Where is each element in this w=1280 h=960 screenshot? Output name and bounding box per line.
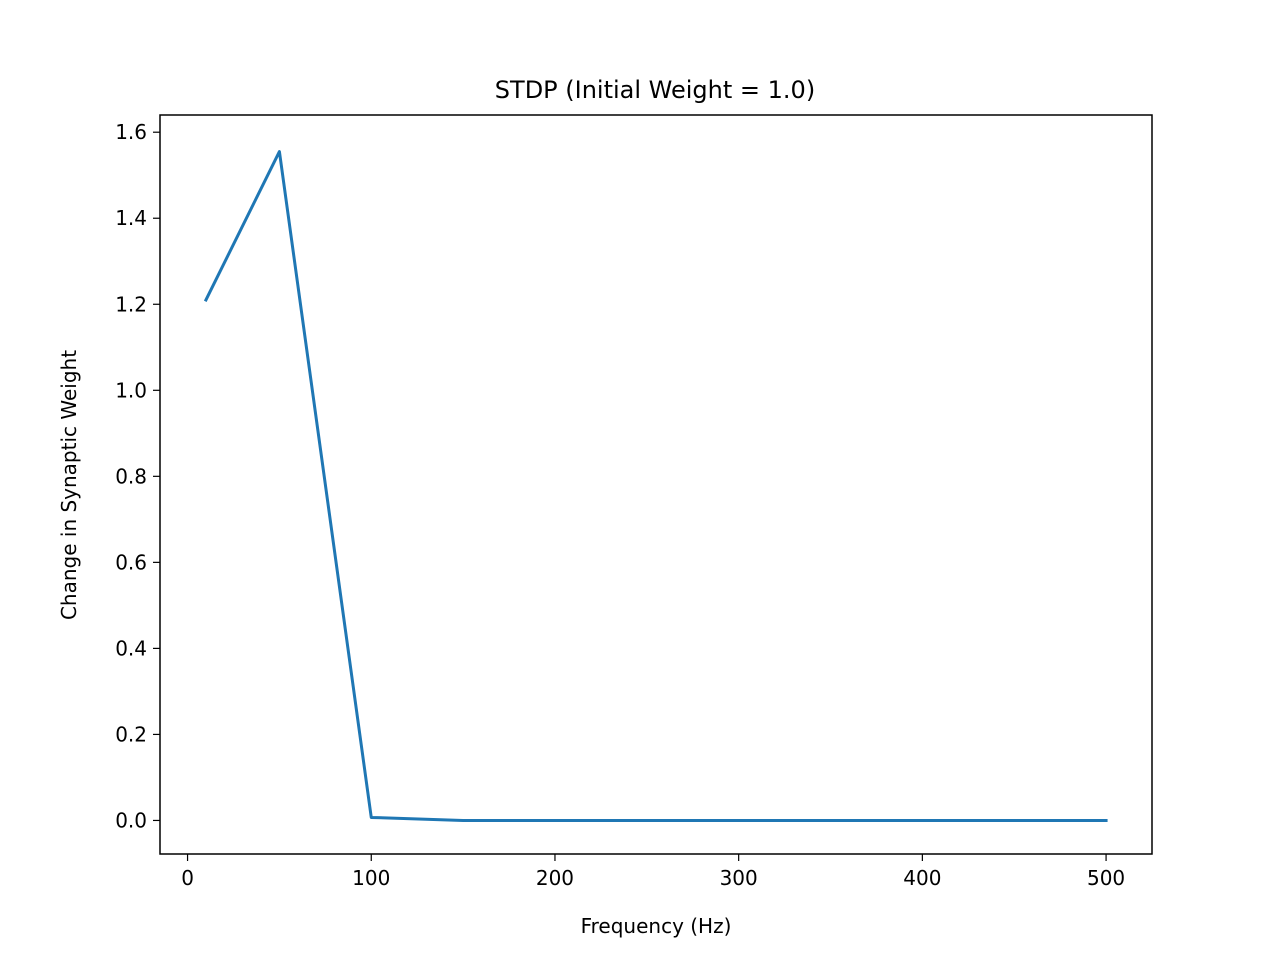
y-tick-label: 0.6 <box>115 550 147 574</box>
x-tick-label: 0 <box>181 866 194 890</box>
y-tick-label: 1.2 <box>115 292 147 316</box>
plot-area <box>159 114 1153 855</box>
x-tick-label: 500 <box>1087 866 1125 890</box>
x-axis-label: Frequency (Hz) <box>581 914 732 938</box>
y-tick-label: 0.4 <box>115 636 147 660</box>
x-tick-label: 400 <box>903 866 941 890</box>
y-tick-label: 0.2 <box>115 722 147 746</box>
y-tick-label: 0.0 <box>115 808 147 832</box>
axes-frame <box>159 114 1153 855</box>
y-tick-label: 0.8 <box>115 464 147 488</box>
x-axis: 0 100 200 300 400 500 <box>181 854 1125 890</box>
x-tick-label: 100 <box>352 866 390 890</box>
y-tick-label: 1.4 <box>115 206 147 230</box>
chart-title: STDP (Initial Weight = 1.0) <box>495 76 815 104</box>
y-tick-label: 1.0 <box>115 378 147 402</box>
y-axis: 0.0 0.2 0.4 0.6 0.8 1.0 1.2 1.4 1.6 <box>115 120 160 832</box>
series-line <box>203 150 1108 822</box>
x-tick-label: 300 <box>720 866 758 890</box>
series-layer <box>203 150 1108 822</box>
x-tick-label: 200 <box>536 866 574 890</box>
y-tick-label: 1.6 <box>115 120 147 144</box>
y-axis-label: Change in Synaptic Weight <box>57 350 81 620</box>
